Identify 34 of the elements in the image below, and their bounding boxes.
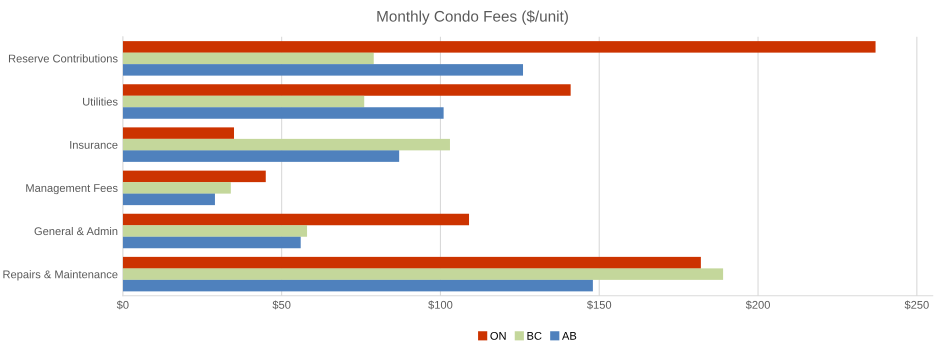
bar (122, 268, 724, 280)
bar (122, 150, 400, 162)
bar (122, 127, 234, 139)
y-tick-label: General & Admin (34, 226, 118, 236)
bar (122, 236, 301, 248)
x-tick-label: $100 (428, 300, 452, 310)
bar (122, 170, 266, 182)
legend-label: ON (490, 332, 506, 340)
bar (122, 214, 470, 226)
bar (122, 41, 876, 53)
bar (122, 64, 524, 76)
bar (122, 280, 593, 292)
bar (122, 96, 364, 108)
bar (122, 84, 571, 96)
bar (122, 138, 450, 150)
y-tick-label: Repairs & Maintenance (3, 270, 118, 280)
chart-title: Monthly Condo Fees ($/unit) (377, 10, 568, 25)
bar (122, 107, 444, 119)
x-tick-label: $200 (746, 300, 770, 310)
legend-label: AB (562, 332, 576, 340)
x-tick-label: $0 (116, 300, 129, 310)
legend-label: BC (527, 332, 542, 340)
x-tick-label: $250 (904, 300, 929, 310)
bar (122, 256, 701, 268)
bar (122, 52, 374, 64)
bar (122, 182, 231, 194)
y-tick-label: Management Fees (26, 184, 118, 194)
bar (122, 194, 215, 206)
y-tick-label: Insurance (70, 141, 118, 149)
y-tick-label: Utilities (83, 97, 118, 106)
y-tick-label: Reserve Contributions (8, 54, 118, 62)
x-tick-label: $50 (272, 300, 290, 310)
bar (122, 225, 308, 237)
x-tick-label: $150 (587, 300, 612, 310)
